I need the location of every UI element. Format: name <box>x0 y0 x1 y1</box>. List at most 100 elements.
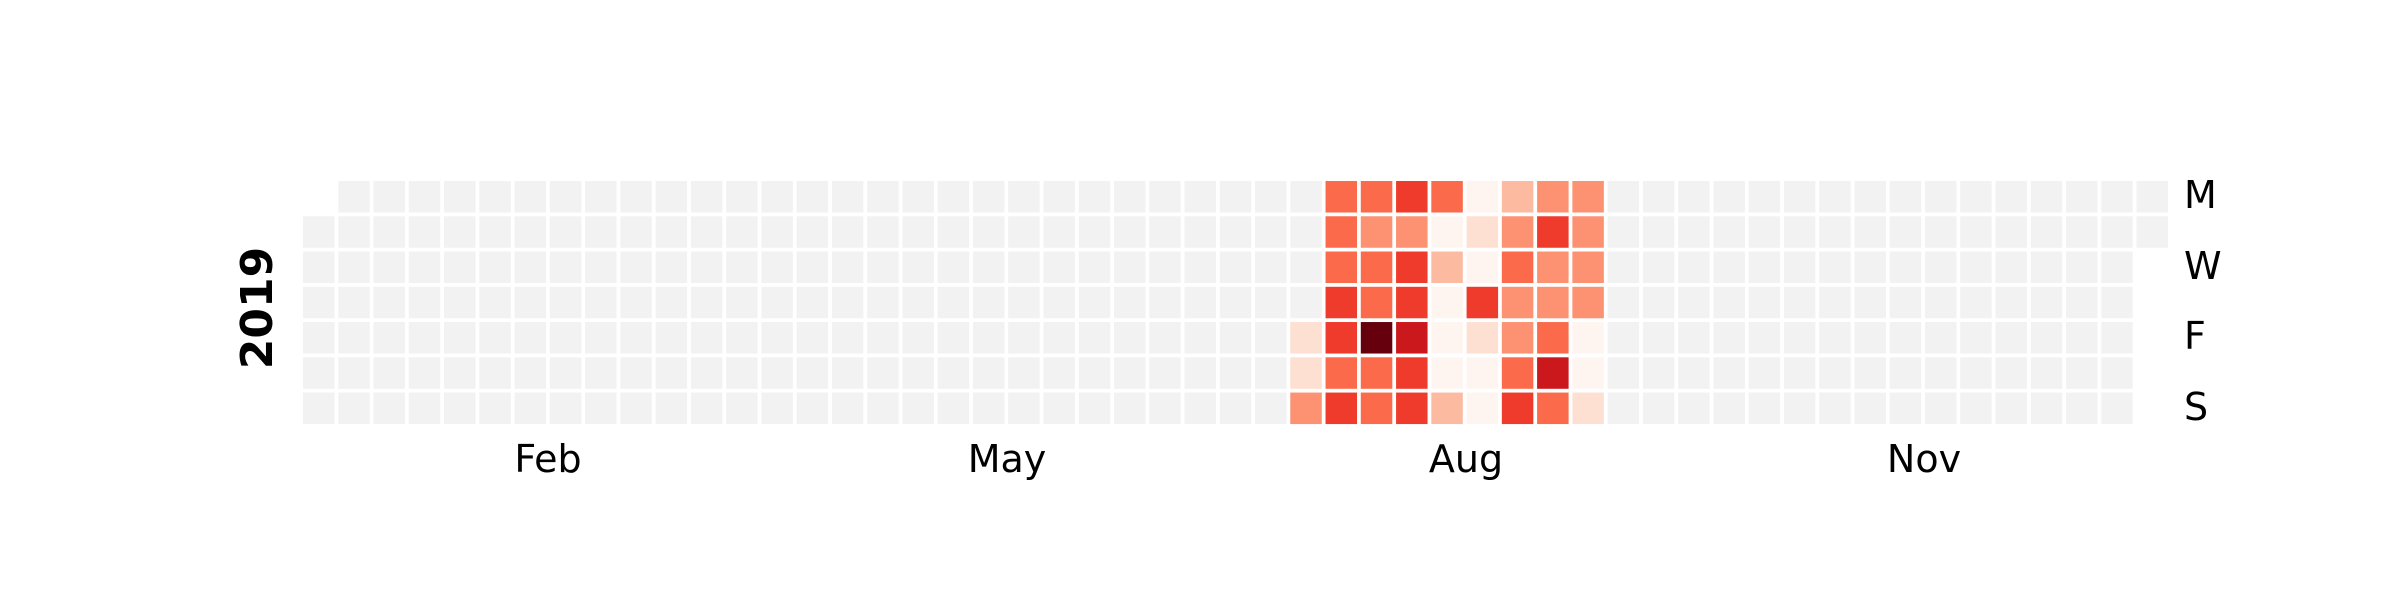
heatmap-cell <box>1678 286 1710 319</box>
heatmap-cell <box>1255 357 1287 389</box>
heatmap-cell <box>1325 392 1358 425</box>
heatmap-cell <box>408 286 441 319</box>
heatmap-cell <box>867 286 899 319</box>
heatmap-cell <box>690 181 723 213</box>
heatmap-cell <box>1924 392 1957 425</box>
heatmap-cell <box>1325 181 1358 213</box>
heatmap-cell <box>1501 357 1534 389</box>
heatmap-cell <box>726 322 758 354</box>
heatmap-cell <box>1783 357 1816 389</box>
heatmap-cell <box>303 322 335 354</box>
heatmap-cell <box>1078 181 1111 213</box>
heatmap-cell <box>1396 251 1428 284</box>
heatmap-cell <box>1255 286 1287 319</box>
heatmap-cell <box>1431 392 1463 425</box>
heatmap-cell <box>1113 216 1146 248</box>
heatmap-cell <box>1008 322 1040 354</box>
heatmap-cell <box>585 251 617 284</box>
heatmap-cell <box>1572 216 1604 248</box>
heatmap-cell <box>831 357 864 389</box>
heatmap-cell <box>1713 216 1745 248</box>
month-label-may: May <box>968 437 1047 481</box>
heatmap-cell <box>1290 322 1322 354</box>
heatmap-cell <box>867 251 899 284</box>
heatmap-cell <box>1184 357 1216 389</box>
heatmap-cell <box>1360 286 1393 319</box>
heatmap-cell <box>796 392 829 425</box>
heatmap-cell <box>902 286 934 319</box>
heatmap-cell <box>1678 357 1710 389</box>
heatmap-cell <box>655 251 688 284</box>
heatmap-cell <box>1219 357 1252 389</box>
heatmap-cell <box>1854 322 1886 354</box>
heatmap-cell <box>1008 216 1040 248</box>
heatmap-cell <box>761 392 793 425</box>
heatmap-cell <box>373 286 406 319</box>
heatmap-cell <box>1642 357 1675 389</box>
heatmap-cell <box>726 216 758 248</box>
heatmap-cell <box>1043 286 1075 319</box>
heatmap-cell <box>1113 181 1146 213</box>
heatmap-cell <box>1642 392 1675 425</box>
heatmap-cell <box>1466 322 1499 354</box>
heatmap-cell <box>690 357 723 389</box>
heatmap-cell <box>1854 181 1886 213</box>
heatmap-cell <box>2066 322 2098 354</box>
month-label-nov: Nov <box>1887 437 1961 481</box>
heatmap-cell <box>1255 392 1287 425</box>
heatmap-cell <box>1043 251 1075 284</box>
heatmap-cell <box>1149 357 1181 389</box>
heatmap-cell <box>620 392 652 425</box>
heatmap-cell <box>338 357 370 389</box>
heatmap-cell <box>1537 286 1569 319</box>
heatmap-cell <box>1078 251 1111 284</box>
heatmap-cell <box>1783 392 1816 425</box>
day-label-fri: F <box>2184 314 2206 358</box>
heatmap-cell <box>902 357 934 389</box>
heatmap-cell <box>655 392 688 425</box>
heatmap-cell <box>1642 181 1675 213</box>
heatmap-cell <box>1501 322 1534 354</box>
heatmap-cell <box>1924 181 1957 213</box>
heatmap-cell <box>1889 322 1922 354</box>
heatmap-cell <box>1255 322 1287 354</box>
heatmap-cell <box>1466 357 1499 389</box>
heatmap-cell <box>303 251 335 284</box>
heatmap-cell <box>1889 392 1922 425</box>
heatmap-cell <box>867 392 899 425</box>
heatmap-cell <box>1219 286 1252 319</box>
heatmap-cell <box>1290 392 1322 425</box>
heatmap-cell <box>373 357 406 389</box>
heatmap-cell <box>902 322 934 354</box>
heatmap-cell <box>1748 357 1781 389</box>
heatmap-cell <box>1924 216 1957 248</box>
heatmap-cell <box>2101 286 2133 319</box>
heatmap-cell <box>1360 392 1393 425</box>
heatmap-cell <box>2030 181 2063 213</box>
heatmap-cell <box>479 286 511 319</box>
heatmap-cell <box>1043 181 1075 213</box>
heatmap-cell <box>655 181 688 213</box>
month-label-aug: Aug <box>1429 437 1503 481</box>
heatmap-cell <box>1537 392 1569 425</box>
heatmap-cell <box>761 286 793 319</box>
heatmap-cell <box>1501 216 1534 248</box>
heatmap-cell <box>1078 216 1111 248</box>
heatmap-cell <box>726 286 758 319</box>
month-labels: Feb May Aug Nov <box>514 437 1961 481</box>
heatmap-cell <box>1572 392 1604 425</box>
heatmap-cell <box>1149 286 1181 319</box>
heatmap-cell <box>2101 216 2133 248</box>
heatmap-cell <box>1184 286 1216 319</box>
heatmap-cell <box>373 322 406 354</box>
heatmap-cell <box>338 216 370 248</box>
heatmap-cell <box>479 216 511 248</box>
heatmap-cell <box>1466 181 1499 213</box>
heatmap-cell <box>1607 216 1640 248</box>
heatmap-cell <box>1748 216 1781 248</box>
heatmap-cell <box>479 181 511 213</box>
heatmap-cell <box>655 357 688 389</box>
heatmap-cell <box>620 251 652 284</box>
heatmap-cell <box>1501 392 1534 425</box>
heatmap-cell <box>479 251 511 284</box>
